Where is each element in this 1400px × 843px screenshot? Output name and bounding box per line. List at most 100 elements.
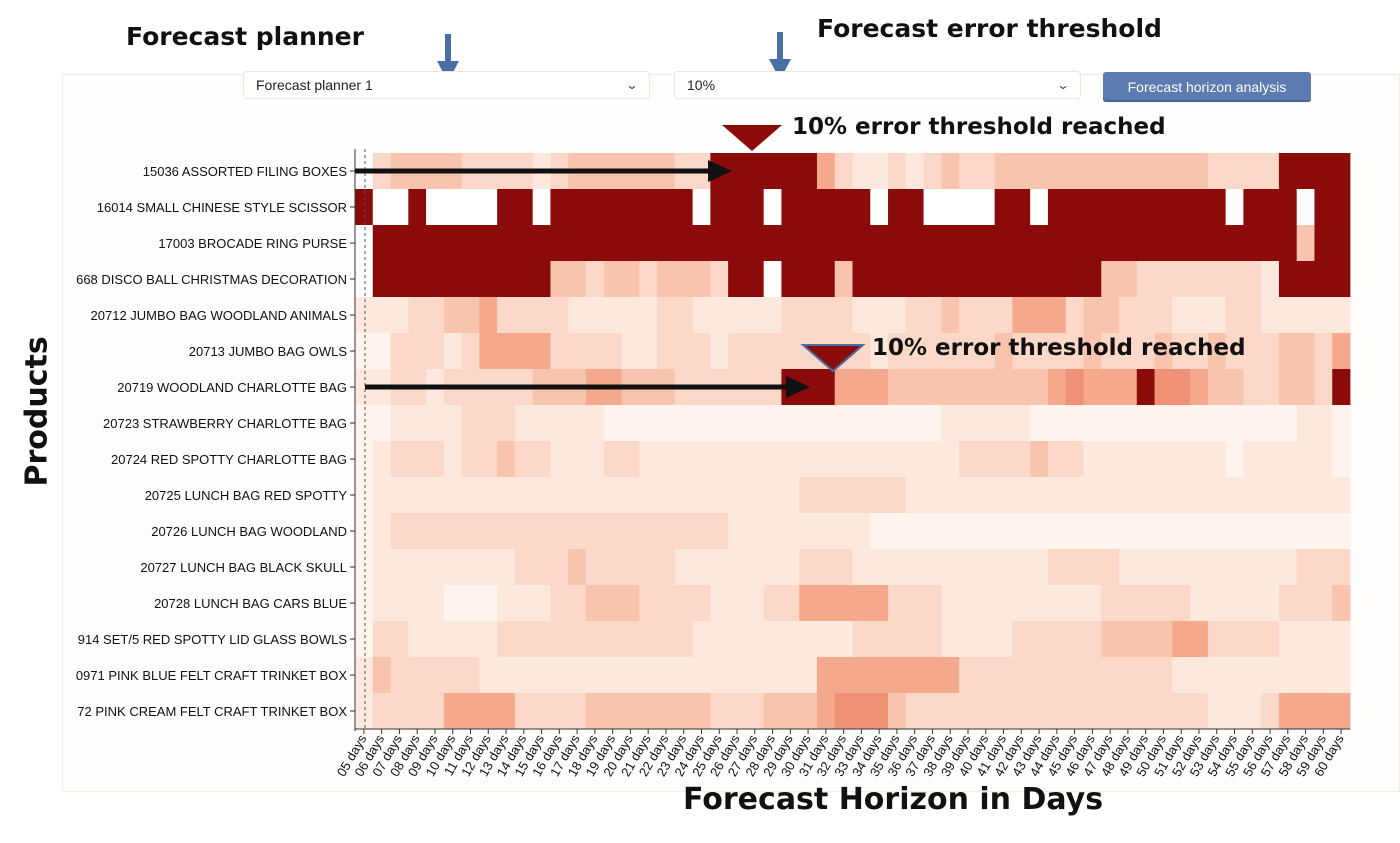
heatmap-cell: [674, 549, 693, 585]
heatmap-cell: [763, 225, 782, 261]
heatmap-cell: [994, 333, 1013, 369]
heatmap-cell: [976, 477, 996, 513]
heatmap-cell: [799, 657, 818, 693]
heatmap-cell: [1083, 261, 1102, 297]
heatmap-cell: [976, 369, 996, 405]
heatmap-cell: [639, 513, 658, 549]
heatmap-cell: [674, 585, 693, 621]
heatmap-cell: [443, 261, 463, 297]
heatmap-cell: [1225, 513, 1244, 549]
heatmap-cell: [461, 441, 480, 477]
heatmap-cell: [976, 225, 996, 261]
heatmap-cell: [941, 225, 960, 261]
heatmap-cell: [888, 621, 907, 657]
heatmap-cell: [763, 513, 782, 549]
heatmap-cell: [1047, 297, 1067, 333]
heatmap-cell: [355, 693, 374, 729]
heatmap-cell: [905, 225, 924, 261]
heatmap-cell: [994, 693, 1013, 729]
heatmap-cell: [408, 693, 427, 729]
heatmap-cell: [532, 549, 551, 585]
heatmap-cell: [1065, 225, 1084, 261]
heatmap-cell: [923, 369, 942, 405]
heatmap-cell: [1225, 153, 1244, 189]
heatmap-cell: [514, 333, 534, 369]
heatmap-cell: [550, 189, 569, 225]
heatmap-cell: [1278, 369, 1298, 405]
heatmap-cell: [923, 549, 942, 585]
heatmap-cell: [1225, 261, 1244, 297]
heatmap-cell: [941, 297, 960, 333]
heatmap-cell: [568, 477, 587, 513]
heatmap-cell: [1190, 477, 1209, 513]
heatmap-cell: [728, 657, 747, 693]
heatmap-cell: [585, 297, 605, 333]
heatmap-cell: [1101, 693, 1120, 729]
heatmap-cell: [1278, 405, 1298, 441]
heatmap-cell: [1225, 369, 1244, 405]
heatmap-cell: [1190, 441, 1209, 477]
heatmap-cell: [1243, 225, 1262, 261]
y-tick-label: 668 DISCO BALL CHRISTMAS DECORATION: [76, 272, 347, 287]
annotation-overlay: [355, 125, 866, 398]
heatmap-cell: [479, 405, 498, 441]
threshold-select[interactable]: 10% ⌄: [674, 71, 1081, 99]
heatmap-cell: [1030, 513, 1049, 549]
heatmap-cell: [1243, 513, 1262, 549]
heatmap-cell: [1190, 657, 1209, 693]
heatmap-cell: [923, 621, 942, 657]
heatmap-cell: [1030, 225, 1049, 261]
heatmap-cell: [1083, 513, 1102, 549]
heatmap-cell: [710, 693, 729, 729]
heatmap-cell: [1119, 405, 1138, 441]
heatmap-cell: [1083, 225, 1102, 261]
heatmap-cell: [657, 441, 676, 477]
heatmap-cell: [1278, 477, 1298, 513]
heatmap-cell: [514, 621, 534, 657]
heatmap-cell: [1119, 333, 1138, 369]
heatmap-cell: [372, 441, 391, 477]
planner-select[interactable]: Forecast planner 1 ⌄: [243, 71, 650, 99]
heatmap-cell: [1207, 621, 1227, 657]
heatmap-cell: [870, 477, 889, 513]
heatmap-cell: [870, 189, 889, 225]
heatmap-cell: [1030, 333, 1049, 369]
heatmap-cell: [568, 657, 587, 693]
heatmap-cell: [426, 189, 445, 225]
heatmap-cell: [745, 477, 765, 513]
heatmap-cell: [639, 477, 658, 513]
heatmap-cell: [1225, 189, 1244, 225]
heatmap-cell: [1083, 693, 1102, 729]
heatmap-cell: [728, 621, 747, 657]
heatmap-cell: [497, 585, 516, 621]
heatmap-cell: [390, 333, 409, 369]
heatmap-cell: [852, 153, 871, 189]
heatmap-cell: [1101, 405, 1120, 441]
heatmap-cell: [816, 369, 836, 405]
y-tick-label: 20726 LUNCH BAG WOODLAND: [151, 524, 347, 539]
heatmap-cell: [959, 405, 978, 441]
heatmap-cell: [1243, 549, 1262, 585]
heatmap-cell: [1207, 693, 1227, 729]
heatmap-cell: [621, 297, 640, 333]
heatmap-cell: [1225, 333, 1244, 369]
heatmap-cell: [426, 693, 445, 729]
heatmap-cell: [639, 441, 658, 477]
heatmap-cell: [426, 441, 445, 477]
heatmap-cell: [1136, 477, 1155, 513]
down-arrow-icon: [769, 32, 791, 80]
heatmap-cell: [550, 405, 569, 441]
heatmap-cell: [1101, 369, 1120, 405]
heatmap-cell: [461, 585, 480, 621]
heatmap-cell: [1261, 405, 1280, 441]
heatmap-cell: [1261, 225, 1280, 261]
heatmap-cell: [1119, 657, 1138, 693]
heatmap-cell: [816, 261, 836, 297]
heatmap-cell: [1243, 261, 1262, 297]
heatmap-cell: [1065, 369, 1084, 405]
heatmap-cell: [976, 153, 996, 189]
heatmap-cell: [870, 153, 889, 189]
forecast-horizon-analysis-button[interactable]: Forecast horizon analysis: [1103, 72, 1311, 102]
heatmap-cell: [568, 189, 587, 225]
heatmap-cell: [1243, 621, 1262, 657]
